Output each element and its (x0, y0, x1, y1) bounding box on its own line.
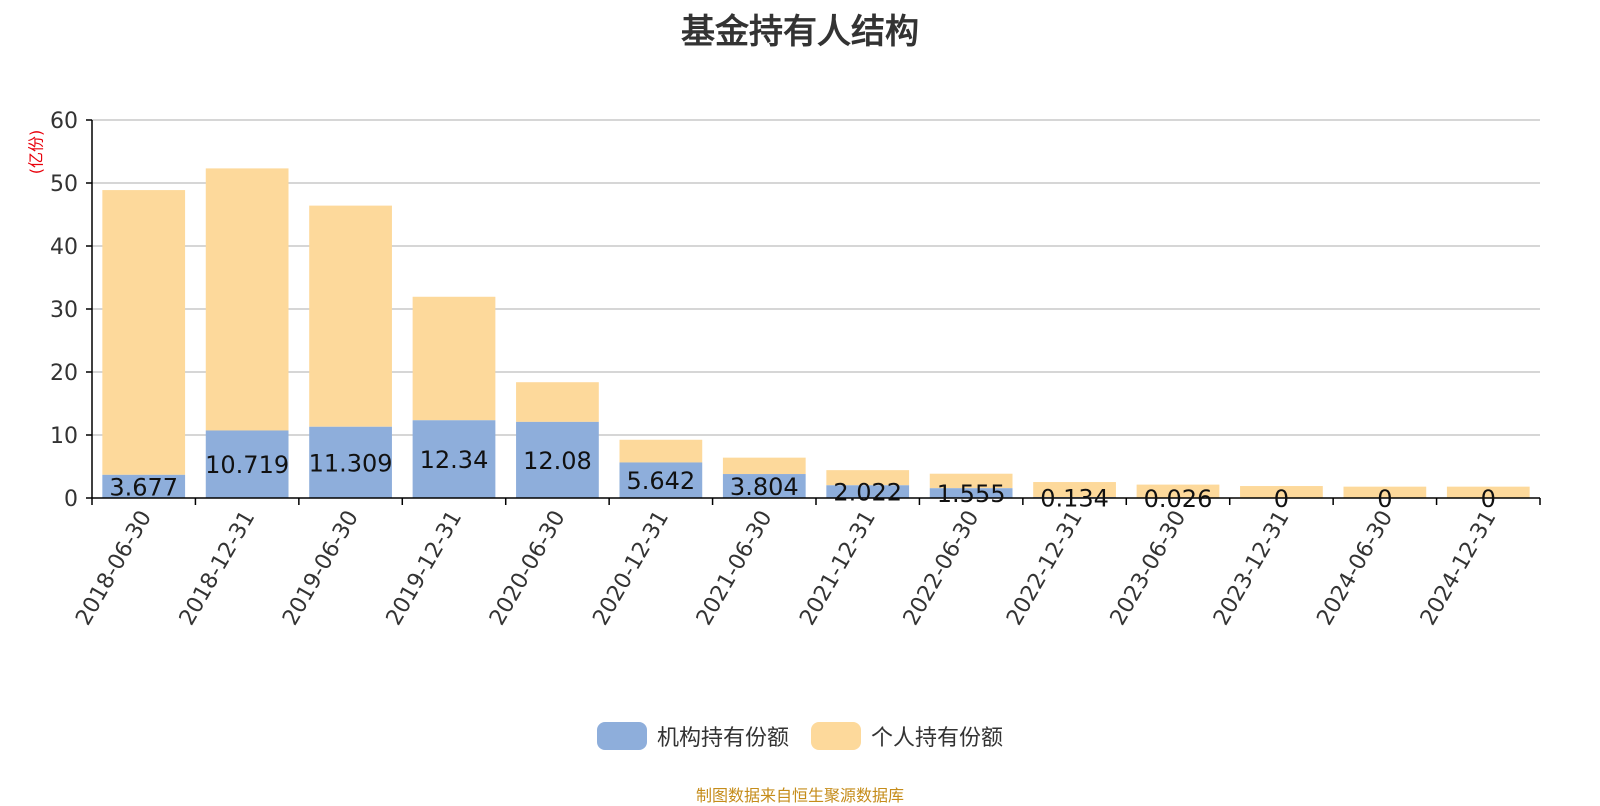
x-tick-label: 2019-06-30 (278, 507, 364, 630)
legend-swatch-institutional (597, 722, 647, 750)
bar-individual (206, 168, 289, 430)
y-tick-label: 20 (50, 361, 78, 386)
data-label-institutional: 3.677 (109, 473, 178, 501)
x-tick-label: 2021-06-30 (692, 507, 778, 630)
bar-individual (413, 297, 496, 420)
legend-item-individual[interactable]: 个人持有份额 (811, 720, 1003, 752)
bar-individual (309, 206, 392, 427)
x-tick-label: 2024-06-30 (1312, 507, 1398, 630)
x-tick-label: 2019-12-31 (382, 507, 468, 630)
legend: 机构持有份额 个人持有份额 (0, 720, 1600, 752)
data-label-institutional: 0 (1274, 485, 1289, 513)
data-label-institutional: 0 (1481, 485, 1496, 513)
data-label-institutional: 2.022 (833, 479, 902, 507)
x-tick-label: 2023-06-30 (1106, 507, 1192, 630)
x-tick-label: 2018-12-31 (175, 507, 261, 630)
x-tick-label: 2022-12-31 (1002, 507, 1088, 630)
data-label-institutional: 12.08 (523, 447, 592, 475)
y-tick-label: 10 (50, 424, 78, 449)
bar-individual (723, 458, 806, 474)
bar-individual (619, 440, 702, 463)
legend-label-individual: 个人持有份额 (871, 720, 1003, 752)
data-label-institutional: 0.026 (1144, 485, 1213, 513)
y-tick-label: 30 (50, 298, 78, 323)
x-tick-label: 2021-12-31 (795, 507, 881, 630)
y-tick-label: 0 (64, 487, 78, 512)
y-tick-label: 60 (50, 109, 78, 134)
data-label-institutional: 0 (1377, 485, 1392, 513)
legend-label-institutional: 机构持有份额 (657, 720, 789, 752)
x-tick-label: 2022-06-30 (899, 506, 985, 629)
bar-individual (102, 190, 185, 475)
data-label-institutional: 10.719 (205, 451, 289, 479)
data-label-institutional: 1.555 (937, 480, 1006, 508)
x-tick-label: 2024-12-31 (1416, 507, 1502, 630)
x-tick-label: 2023-12-31 (1209, 507, 1295, 630)
y-tick-label: 40 (50, 235, 78, 260)
legend-swatch-individual (811, 722, 861, 750)
y-tick-label: 50 (50, 172, 78, 197)
bar-individual (516, 382, 599, 422)
data-label-institutional: 12.34 (420, 446, 489, 474)
data-label-institutional: 3.804 (730, 473, 799, 501)
x-tick-label: 2020-06-30 (485, 507, 571, 630)
x-tick-label: 2020-12-31 (588, 507, 674, 630)
data-label-institutional: 11.309 (309, 449, 393, 477)
data-source-note: 制图数据来自恒生聚源数据库 (0, 782, 1600, 806)
legend-item-institutional[interactable]: 机构持有份额 (597, 720, 789, 752)
x-tick-label: 2018-06-30 (71, 507, 157, 630)
data-label-institutional: 0.134 (1040, 485, 1109, 513)
data-label-institutional: 5.642 (626, 467, 695, 495)
